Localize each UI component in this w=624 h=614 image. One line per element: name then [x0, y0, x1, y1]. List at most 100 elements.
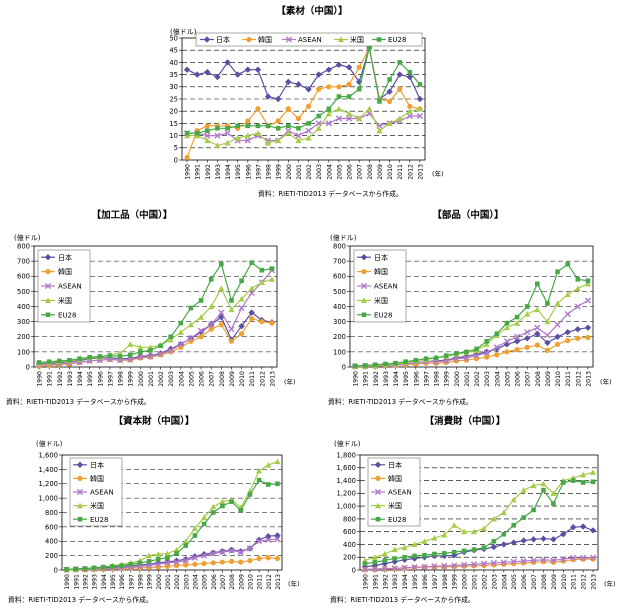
x-tick-label: 1999 [452, 574, 459, 590]
data-point-韓国 [269, 320, 275, 326]
y-tick-label: 25 [169, 95, 178, 103]
x-tick-label: 1998 [266, 164, 273, 180]
data-point-米国 [208, 303, 215, 310]
data-point-ASEAN [544, 332, 551, 339]
data-point-韓国 [259, 319, 265, 325]
x-tick-label: 1996 [97, 371, 104, 387]
data-point-米国 [483, 341, 490, 347]
data-point-日本 [238, 322, 245, 330]
data-point-米国 [275, 137, 282, 144]
y-tick-label: 600 [45, 523, 58, 531]
data-point-EU28 [110, 564, 115, 569]
x-tick-label: 1996 [245, 164, 252, 180]
data-point-ASEAN [381, 565, 388, 572]
data-point-韓国 [494, 352, 500, 358]
x-tick-label: 1997 [107, 371, 114, 387]
data-point-EU28 [441, 551, 447, 556]
data-point-EU28 [451, 549, 457, 555]
data-point-ASEAN [371, 565, 378, 573]
data-point-韓国 [305, 103, 312, 109]
legend-marker [360, 254, 368, 261]
y-tick-label: 35 [169, 71, 178, 79]
data-point-日本 [500, 541, 507, 548]
data-point-EU28 [158, 343, 163, 349]
data-point-EU28 [256, 477, 262, 483]
data-point-EU28 [346, 94, 352, 99]
data-point-ASEAN [470, 561, 478, 568]
data-point-EU28 [422, 553, 427, 558]
data-point-米国 [127, 341, 134, 347]
data-point-韓国 [524, 344, 530, 350]
data-point-EU28 [265, 482, 271, 487]
x-tick-label: 2011 [257, 574, 264, 590]
y-tick-label: 200 [45, 552, 58, 560]
data-point-米国 [416, 105, 423, 112]
x-tick-label: 2010 [239, 371, 246, 387]
y-tick-label: 200 [17, 333, 30, 341]
data-point-韓国 [255, 106, 261, 112]
y-tick-label: 400 [17, 303, 30, 311]
data-point-EU28 [511, 522, 517, 528]
data-point-日本 [574, 325, 582, 333]
data-point-EU28 [377, 99, 382, 104]
data-point-日本 [204, 68, 211, 76]
data-point-日本 [570, 523, 577, 531]
data-point-米国 [258, 279, 265, 285]
data-point-韓国 [238, 559, 244, 565]
data-point-韓国 [249, 316, 255, 322]
data-point-韓国 [534, 342, 540, 348]
x-tick-label: 2005 [202, 574, 209, 590]
legend-label: 米国 [350, 35, 364, 44]
x-tick-label: 2012 [575, 371, 582, 387]
data-point-米国 [219, 498, 226, 505]
data-point-ASEAN [173, 558, 180, 566]
data-point-米国 [524, 311, 531, 317]
x-tick-label: 1994 [77, 371, 84, 387]
legend-label: EU28 [90, 516, 108, 524]
data-point-米国 [386, 120, 393, 126]
data-point-ASEAN [335, 115, 343, 122]
x-tick-label: 1998 [442, 574, 449, 590]
legend-marker [338, 36, 344, 43]
x-tick-label: 2004 [178, 371, 185, 387]
data-point-ASEAN [431, 563, 438, 570]
x-tick-label: 2013 [591, 574, 598, 590]
data-point-米国 [238, 295, 245, 302]
data-point-EU28 [524, 304, 530, 309]
chart-panel-3: 【部品（中国）】 (億ドル) 0 100 200 300 400 500 600 700 800 19… [328, 209, 612, 406]
data-point-ASEAN [295, 132, 302, 139]
data-point-米国 [335, 105, 342, 112]
data-point-EU28 [165, 555, 170, 561]
y-tick-label: 400 [45, 538, 58, 546]
data-point-ASEAN [584, 297, 592, 304]
data-point-EU28 [146, 559, 152, 564]
x-tick-label: 1998 [434, 371, 441, 387]
x-axis-unit: (年) [432, 169, 444, 178]
data-point-EU28 [97, 354, 103, 359]
legend-label: 米国 [374, 296, 388, 305]
data-point-ASEAN [167, 347, 174, 354]
data-point-EU28 [188, 305, 194, 311]
data-point-米国 [401, 544, 408, 551]
x-tick-label: 1992 [382, 574, 389, 590]
data-point-日本 [193, 71, 201, 78]
data-point-日本 [534, 330, 541, 337]
data-point-ASEAN [574, 303, 581, 310]
data-point-EU28 [249, 260, 254, 265]
data-point-日本 [416, 95, 424, 103]
data-point-EU28 [501, 531, 507, 537]
data-point-韓国 [173, 563, 180, 569]
x-tick-label: 2005 [336, 164, 343, 180]
data-point-ASEAN [416, 112, 424, 120]
data-point-EU28 [117, 354, 123, 359]
x-tick-label: 1997 [255, 164, 262, 180]
data-point-ASEAN [145, 562, 153, 569]
data-point-ASEAN [461, 561, 468, 568]
x-tick-label: 2002 [158, 371, 165, 387]
x-tick-label: 1993 [67, 371, 74, 387]
data-point-米国 [244, 132, 251, 139]
data-point-EU28 [570, 478, 576, 483]
y-tick-label: 400 [333, 303, 346, 311]
data-point-米国 [376, 127, 383, 134]
data-point-米国 [381, 551, 388, 557]
